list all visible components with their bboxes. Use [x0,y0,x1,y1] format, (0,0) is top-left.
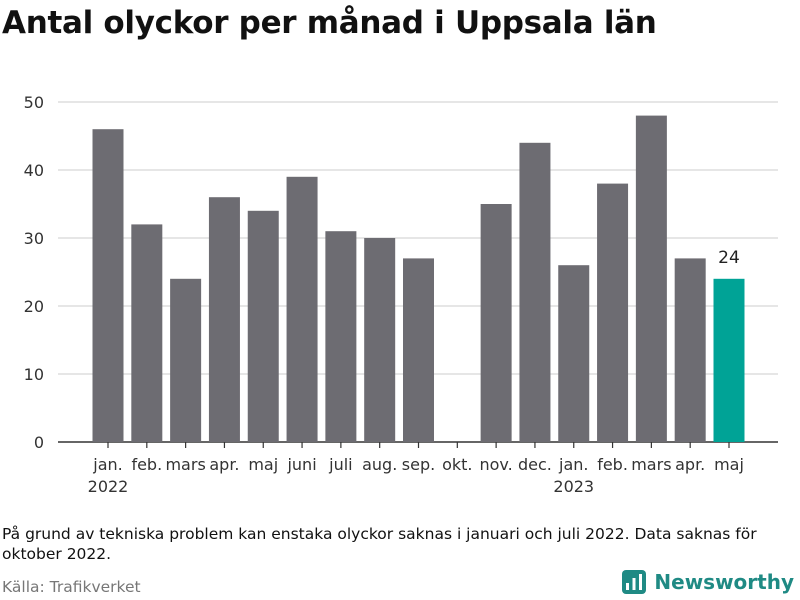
x-tick-label: okt. [442,455,472,474]
brand-logo: Newsworthy [622,570,794,594]
x-tick-label: maj [714,455,744,474]
bar [674,258,706,442]
bar [170,278,202,442]
y-tick-label: 10 [24,365,44,384]
x-tick-label: nov. [480,455,513,474]
bar [519,142,551,443]
y-tick-label: 50 [24,93,44,112]
data-label: 24 [718,248,740,268]
chart-title: Antal olyckor per månad i Uppsala län [2,5,657,41]
x-tick-label: maj [248,455,278,474]
bar [247,210,279,442]
x-tick-label: apr. [209,455,239,474]
y-tick-label: 20 [24,297,44,316]
bar [286,176,318,443]
x-tick-label: apr. [675,455,705,474]
bar [558,265,590,442]
bar [597,183,629,442]
x-tick-label: feb. [597,455,628,474]
x-tick-label: juni [286,455,316,474]
x-tick-label: aug. [362,455,397,474]
y-tick-label: 40 [24,161,44,180]
x-tick-label: dec. [518,455,552,474]
bar [131,224,163,442]
bar [713,278,745,442]
footnote: På grund av tekniska problem kan enstaka… [2,525,757,563]
bar [635,115,667,442]
bar [364,238,396,442]
bar-chart-logo-icon [622,570,647,594]
y-tick-label: 0 [34,433,44,452]
x-tick-label: juli [328,455,352,474]
x-tick-label: sep. [402,455,435,474]
bar [208,197,240,442]
x-tick-label: mars [631,455,671,474]
x-tick-label: mars [165,455,205,474]
x-year-label: 2023 [553,477,594,496]
x-tick-label: jan. [558,455,588,474]
x-tick-label: jan. [92,455,122,474]
bar [325,231,357,442]
brand-name: Newsworthy [654,570,794,594]
x-year-label: 2022 [88,477,129,496]
bar [403,258,434,442]
y-tick-label: 30 [24,229,44,248]
source-text: Källa: Trafikverket [2,578,141,596]
x-tick-label: feb. [131,455,162,474]
bar [480,204,512,442]
bars [92,115,745,443]
bar [92,129,124,442]
